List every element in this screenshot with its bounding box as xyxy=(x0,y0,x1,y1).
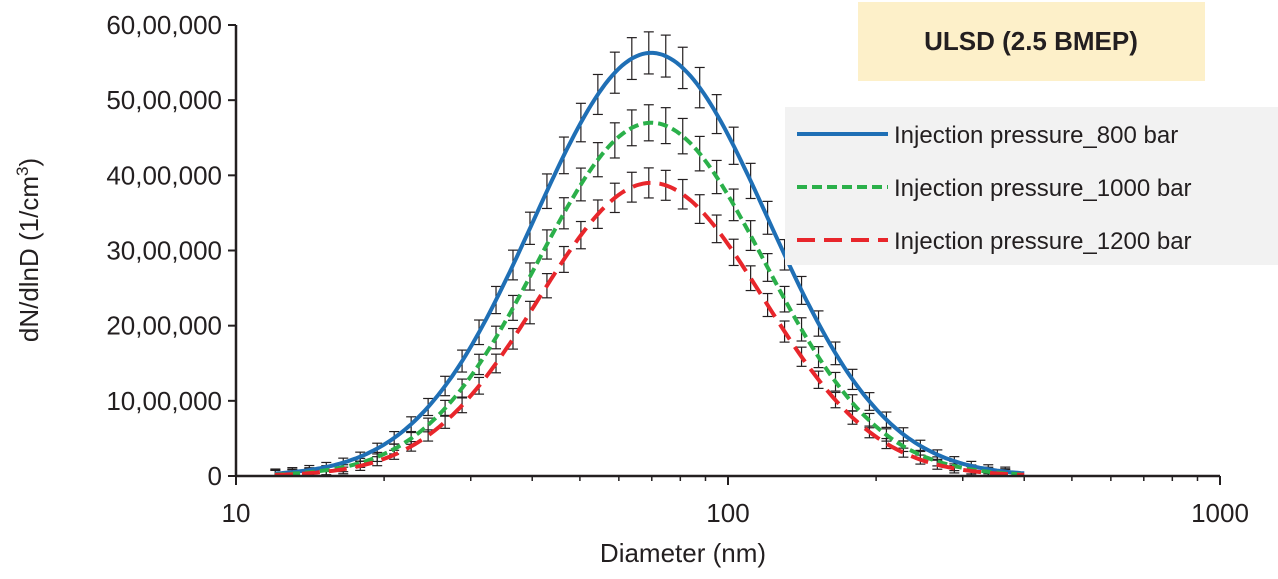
y-axis-title-sup: 3 xyxy=(13,167,32,176)
y-tick-label: 30,00,000 xyxy=(106,236,222,266)
y-tick-label: 60,00,000 xyxy=(106,10,222,40)
tick-labels: 0 10,00,000 20,00,000 30,00,000 40,00,000 50,… xyxy=(106,10,1249,528)
series-line-1 xyxy=(274,50,1025,476)
x-tick-label: 10 xyxy=(222,498,251,528)
y-tick-label: 40,00,000 xyxy=(106,160,222,190)
y-tick-label: 20,00,000 xyxy=(106,311,222,341)
x-tick-label: 100 xyxy=(706,498,749,528)
x-tick-label: 1000 xyxy=(1191,498,1249,528)
legend: Injection pressure_800 bar Injection pres… xyxy=(797,122,1192,255)
series-line-3 xyxy=(274,180,1025,477)
axes xyxy=(228,24,1221,485)
y-tick-label: 0 xyxy=(208,461,222,491)
y-axis-title: dN/dlnD (1/cm3) xyxy=(13,158,44,342)
x-axis-title: Diameter (nm) xyxy=(600,538,766,568)
chart-title: ULSD (2.5 BMEP) xyxy=(924,26,1138,56)
title-box xyxy=(858,2,1205,81)
y-tick-label: 10,00,000 xyxy=(106,386,222,416)
series-lines xyxy=(274,50,1025,477)
y-tick-label: 50,00,000 xyxy=(106,85,222,115)
y-axis-title-main: dN/dlnD (1/cm xyxy=(14,176,44,342)
series-line-2 xyxy=(274,120,1025,477)
legend-label-1: Injection pressure_800 bar xyxy=(894,122,1178,149)
y-axis-title-close: ) xyxy=(14,158,44,167)
legend-label-3: Injection pressure_1200 bar xyxy=(894,228,1192,255)
legend-label-2: Injection pressure_1000 bar xyxy=(894,175,1192,202)
